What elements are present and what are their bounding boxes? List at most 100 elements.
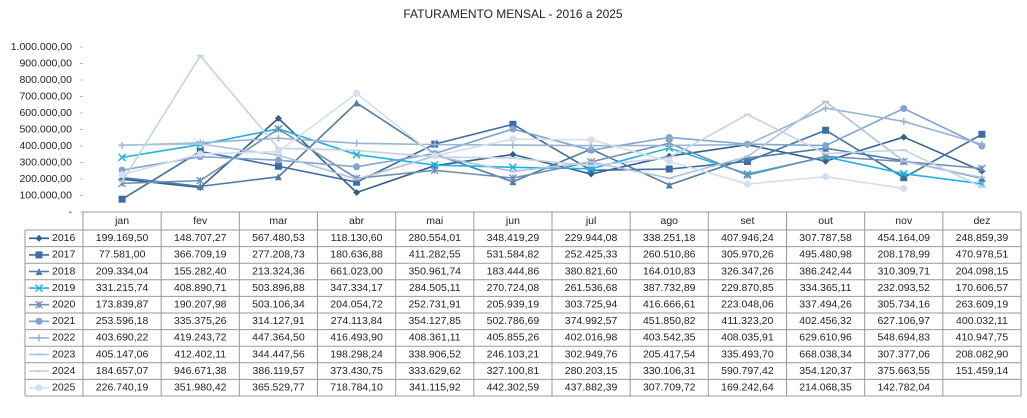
table-cell: 407.946,24: [721, 232, 774, 244]
legend-marker: [35, 300, 43, 309]
table-cell: 590.797,42: [721, 365, 774, 377]
x-tick-label: jul: [585, 215, 597, 227]
table-cell: 374.992,57: [565, 315, 618, 327]
table-cell: 411.323,20: [722, 315, 774, 327]
table-cell: 451.850,82: [643, 315, 696, 327]
legend-label: 2018: [52, 265, 76, 277]
table-cell: 118.130,60: [331, 232, 383, 244]
point: [978, 140, 986, 148]
table-cell: 205.417,54: [643, 348, 696, 360]
table-cell: 442.302,59: [487, 381, 540, 393]
table-cell: 151.459,14: [956, 365, 1009, 377]
table-cell: 348.419,29: [487, 232, 540, 244]
table-cell: 229.944,08: [565, 232, 618, 244]
table-cell: 400.032,11: [956, 315, 1008, 327]
table-cell: 627.106,97: [877, 315, 930, 327]
point: [274, 114, 282, 122]
x-tick-label: out: [818, 215, 833, 227]
table-cell: 305.970,26: [721, 249, 774, 261]
table-cell: 331.215,74: [96, 282, 149, 294]
point: [899, 169, 908, 178]
table-cell: 337.494,26: [799, 298, 852, 310]
table-cell: 260.510,86: [643, 249, 696, 261]
table-cell: 412.402,11: [174, 348, 226, 360]
legend-label: 2023: [52, 348, 76, 360]
point: [353, 99, 361, 107]
point: [274, 173, 282, 181]
point: [118, 195, 126, 203]
table-cell: 213.324,36: [252, 265, 305, 277]
table-cell: 405.855,26: [487, 332, 540, 344]
point: [274, 125, 283, 133]
table-cell: 380.821,60: [565, 265, 618, 277]
table-cell: 668.038,34: [799, 348, 852, 360]
table-cell: 419.243,72: [174, 332, 227, 344]
table-cell: 173.839,87: [96, 298, 149, 310]
table-cell: 503.896,88: [252, 282, 305, 294]
table-cell: 155.282,40: [174, 265, 227, 277]
table-cell: 447.364,50: [252, 332, 305, 344]
table-cell: 946.671,38: [174, 365, 227, 377]
table-cell: 164.010,83: [643, 265, 696, 277]
table-cell: 344.447,56: [252, 348, 305, 360]
legend-label: 2025: [52, 381, 76, 393]
legend-label: 2019: [52, 282, 76, 294]
y-tick-label: 100.000,00: [19, 189, 72, 201]
x-tick-label: mai: [426, 215, 443, 227]
table-cell: 375.663,55: [877, 365, 930, 377]
table-cell: 148.707,27: [174, 232, 227, 244]
legend-marker: [35, 251, 43, 259]
table-cell: 338.906,52: [408, 348, 461, 360]
table-cell: 214.068,35: [799, 381, 852, 393]
point: [431, 152, 439, 160]
table-cell: 252.731,91: [408, 298, 461, 310]
table-cell: 270.724,08: [487, 282, 540, 294]
table-cell: 326.347,26: [721, 265, 774, 277]
table-cell: 248.859,39: [956, 232, 1009, 244]
point: [743, 141, 751, 149]
table-cell: 229.870,85: [721, 282, 774, 294]
point: [900, 184, 908, 192]
point: [743, 171, 752, 180]
table-cell: 198.298,24: [330, 348, 383, 360]
point: [743, 154, 751, 162]
x-tick-label: mar: [269, 215, 288, 227]
table-cell: 411.282,55: [409, 249, 461, 261]
table-cell: 354.120,37: [799, 365, 852, 377]
table-cell: 169.242,64: [721, 381, 774, 393]
point: [274, 156, 282, 164]
table-cell: 77.581,00: [99, 249, 146, 261]
table-cell: 205.939,19: [487, 298, 540, 310]
table-cell: 307.377,06: [877, 348, 930, 360]
table-cell: 183.444,86: [487, 265, 540, 277]
legend-label: 2021: [52, 315, 76, 327]
point: [587, 166, 595, 174]
table-cell: 263.609,19: [956, 298, 1009, 310]
table-cell: 402.016,98: [565, 332, 618, 344]
table-cell: 261.536,68: [565, 282, 618, 294]
table-cell: 302.949,76: [565, 348, 618, 360]
x-tick-label: abr: [349, 215, 365, 227]
point: [665, 157, 673, 165]
point: [900, 105, 908, 113]
table-cell: 470.978,51: [956, 249, 1009, 261]
table-cell: 180.636,88: [330, 249, 383, 261]
series-line: [122, 107, 983, 147]
x-tick-label: ago: [660, 215, 678, 227]
table-cell: 437.882,39: [565, 381, 618, 393]
legend-marker: [35, 234, 43, 242]
table-cell: 567.480,53: [252, 232, 305, 244]
table-cell: 330.106,31: [643, 365, 696, 377]
point: [274, 148, 282, 156]
point: [587, 146, 595, 154]
point: [118, 171, 126, 179]
table-cell: 403.542,35: [643, 332, 696, 344]
table-cell: 386.119,57: [253, 365, 305, 377]
table-cell: 410.947,75: [956, 332, 1009, 344]
legend-marker: [35, 317, 43, 325]
point: [743, 180, 751, 188]
table-cell: 199.169,50: [96, 232, 149, 244]
point: [509, 151, 517, 159]
point: [353, 89, 361, 97]
point: [665, 181, 673, 189]
